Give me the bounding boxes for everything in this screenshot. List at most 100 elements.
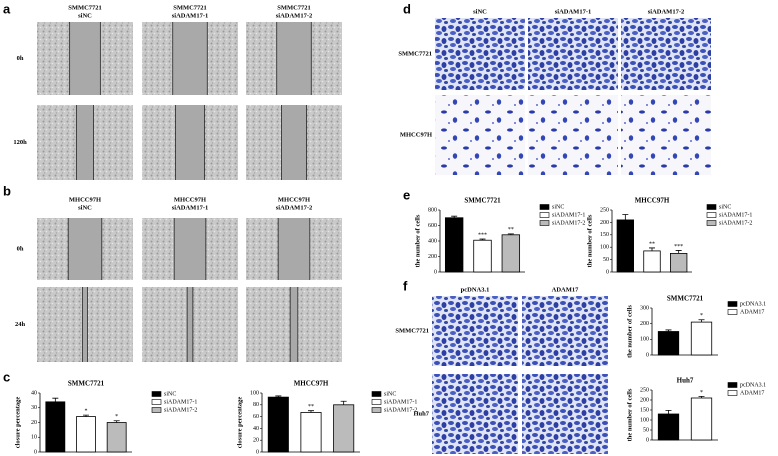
legend-swatch [727, 382, 738, 388]
y-tick-label: 0 [646, 352, 649, 358]
y-tick-label: 300 [640, 305, 649, 311]
column-header: siADAM17-2 [276, 204, 312, 211]
wound-gap [278, 218, 310, 280]
chart-title: MHCC97H [635, 197, 670, 205]
micrograph [432, 374, 518, 454]
micrograph [528, 95, 618, 175]
error-bar [308, 410, 314, 413]
y-tick-label: 40 [253, 426, 259, 432]
bar [45, 401, 66, 453]
column-header: siNC [78, 12, 92, 19]
row-label: 24h [15, 321, 26, 328]
y-axis-label: closure percentage [236, 397, 243, 449]
y-tick-label: 0 [646, 437, 649, 443]
significance-label: * [700, 390, 703, 396]
y-tick-label: 60 [253, 414, 259, 420]
column-header: siNC [78, 204, 92, 211]
row-label: SMMC7721 [398, 50, 432, 57]
y-tick-label: 80 [253, 402, 259, 408]
error-bar [113, 420, 120, 423]
significance-label: *** [674, 244, 683, 250]
legend-label: siADAM17-2 [384, 407, 417, 413]
error-bar [52, 397, 59, 402]
error-bar [275, 395, 282, 398]
wound-gap [187, 287, 193, 362]
legend-swatch [706, 212, 717, 218]
y-tick-label: 250 [600, 207, 609, 213]
y-tick-label: 200 [600, 220, 609, 226]
y-axis-label: closure percentage [14, 397, 21, 449]
y-tick-label: 50 [643, 427, 649, 433]
micrograph [522, 296, 608, 366]
wound-gap [290, 287, 298, 362]
y-axis-label: the number of cells [626, 305, 633, 358]
y-tick-label: 100 [640, 337, 649, 343]
legend-label: pcDNA3.1 [740, 301, 766, 307]
legend-swatch [706, 204, 717, 210]
bar [657, 331, 680, 356]
significance-label: ** [649, 241, 655, 247]
y-tick-label: 20 [31, 420, 37, 426]
legend-swatch [706, 220, 717, 226]
y-tick-label: 250 [640, 387, 649, 393]
bar [300, 412, 322, 453]
error-bar [340, 400, 347, 405]
chart-title: SMMC7721 [667, 295, 704, 303]
column-header: ADAM17 [552, 286, 579, 293]
bar [643, 250, 661, 273]
micrograph [435, 18, 525, 90]
wound-gap [175, 105, 205, 180]
legend-label: siADAM17-2 [719, 220, 752, 226]
legend-swatch [151, 399, 162, 405]
y-axis-label: the number of cells [586, 214, 593, 267]
column-header: pcDNA3.1 [461, 286, 490, 293]
error-bar [675, 250, 682, 254]
y-tick-label: 200 [428, 254, 437, 260]
column-header: siADAM17-1 [555, 8, 591, 15]
panel-label: c [3, 369, 10, 384]
wound-gap [69, 22, 101, 95]
error-bar [665, 410, 672, 414]
column-header: MHCC97H [69, 196, 101, 203]
significance-label: *** [478, 232, 487, 238]
y-axis-label: the number of cells [626, 388, 633, 441]
y-tick-label: 100 [600, 245, 609, 251]
y-tick-label: 0 [256, 449, 259, 455]
y-tick-label: 600 [428, 223, 437, 229]
error-bar [507, 233, 514, 235]
significance-label: * [115, 414, 118, 420]
y-tick-label: 100 [640, 417, 649, 423]
wound-gap [172, 22, 208, 95]
y-tick-label: 400 [428, 238, 437, 244]
significance-label: ** [308, 404, 314, 410]
bar [473, 239, 492, 273]
wound-gap [68, 218, 102, 280]
legend-label: pcDNA3.1 [740, 382, 766, 388]
legend-swatch [727, 390, 738, 396]
column-header: SMMC7721 [277, 4, 311, 11]
bar [690, 397, 713, 441]
micrograph [522, 374, 608, 454]
legend-swatch [727, 301, 738, 307]
chart-title: SMMC7721 [464, 197, 501, 205]
legend-swatch [539, 220, 550, 226]
micrograph [621, 95, 711, 175]
y-tick-label: 50 [603, 257, 609, 263]
y-tick-label: 0 [34, 449, 37, 455]
error-bar [622, 214, 629, 220]
error-bar [479, 238, 486, 241]
panel-label: b [3, 183, 11, 198]
micrograph [528, 18, 618, 90]
y-tick-label: 20 [253, 438, 259, 444]
column-header: SMMC7721 [173, 4, 207, 11]
column-header: SMMC7721 [68, 4, 102, 11]
y-tick-label: 150 [640, 407, 649, 413]
error-bar [665, 329, 672, 332]
error-bar [83, 414, 89, 417]
column-header: siADAM17-1 [172, 204, 208, 211]
legend-label: siADAM17-1 [719, 212, 752, 218]
legend-label: siADAM17-1 [164, 399, 197, 405]
bar [616, 219, 634, 273]
legend-swatch [539, 204, 550, 210]
panel-label: d [403, 1, 411, 16]
